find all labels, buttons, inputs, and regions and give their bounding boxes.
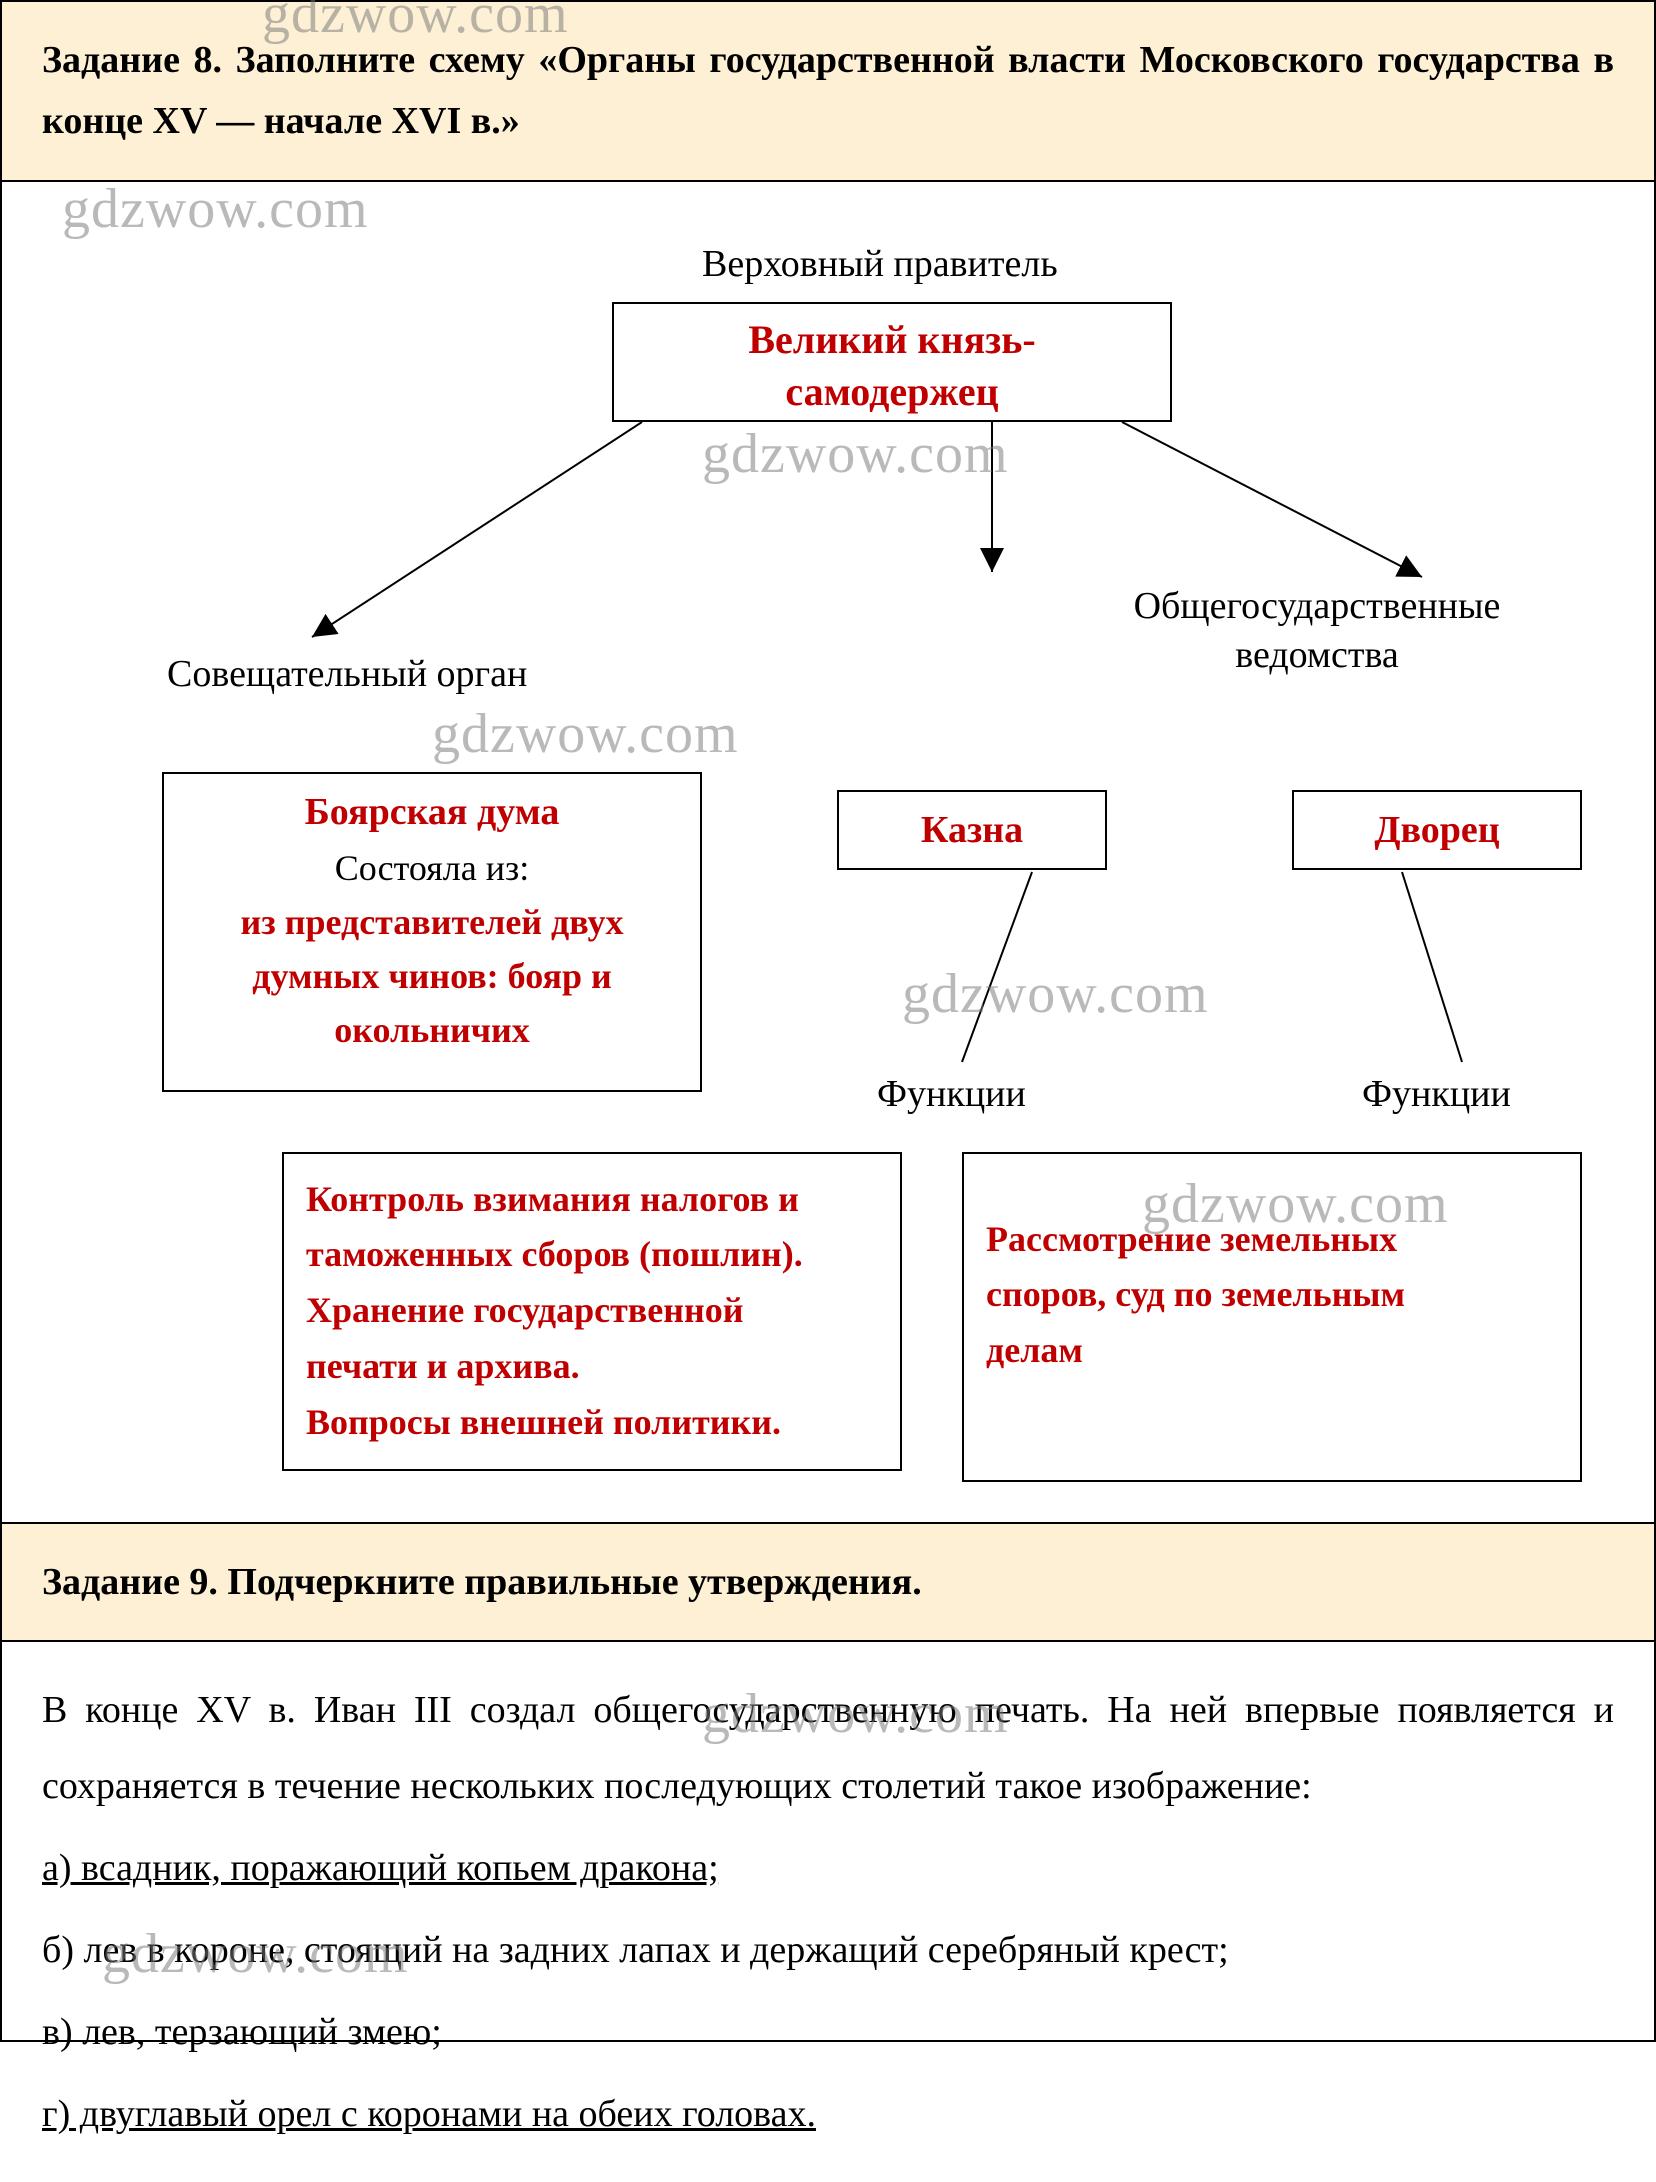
task9-option: б) лев в короне, стоящий на задних лапах… <box>42 1912 1614 1988</box>
dvorets-fn1: Рассмотрение земельных <box>986 1212 1558 1268</box>
kazna-fn4: печати и архива. <box>306 1339 878 1395</box>
task9-option-text: г) двуглавый орел с коронами на обеих го… <box>42 2093 816 2135</box>
dvorets-box: Дворец <box>1292 790 1582 870</box>
page: Задание 8. Заполните схему «Органы госуд… <box>0 0 1656 2042</box>
task9-option: в) лев, терзающий змею; <box>42 1994 1614 2070</box>
funcs-label-right: Функции <box>1362 1072 1511 1116</box>
funcs-label-left: Функции <box>877 1072 1026 1116</box>
task9-options: а) всадник, поражающий копьем дракона; б)… <box>42 1830 1614 2152</box>
kazna-fn2: таможенных сборов (пошлин). <box>306 1227 878 1283</box>
task9-option-text: а) всадник, поражающий копьем дракона; <box>42 1847 719 1889</box>
departments-label: Общегосударственные ведомства <box>1057 582 1577 681</box>
advisory-label: Совещательный орган <box>167 652 527 696</box>
ruler-box: Великий князь- самодержец <box>612 302 1172 422</box>
departments-label-l1: Общегосударственные <box>1134 585 1501 627</box>
kazna-fn3: Хранение государственной <box>306 1283 878 1339</box>
dvorets-text: Дворец <box>1374 809 1499 851</box>
top-label: Верховный правитель <box>702 242 1058 286</box>
dvorets-functions-box: Рассмотрение земельных споров, суд по зе… <box>962 1152 1582 1482</box>
ruler-line2: самодержец <box>626 366 1158 418</box>
dvorets-fn2: споров, суд по земельным <box>986 1267 1558 1323</box>
kazna-fn5: Вопросы внешней политики. <box>306 1395 878 1451</box>
duma-box: Боярская дума Состояла из: из представит… <box>162 772 702 1092</box>
duma-ans1: из представителей двух <box>176 895 688 949</box>
duma-sub: Состояла из: <box>176 841 688 895</box>
kazna-text: Казна <box>921 809 1023 851</box>
kazna-box: Казна <box>837 790 1107 870</box>
task8-header-text: Задание 8. Заполните схему «Органы госуд… <box>42 39 1614 142</box>
task8-header: Задание 8. Заполните схему «Органы госуд… <box>2 2 1654 182</box>
task9-option-text: в) лев, терзающий змею; <box>42 2011 442 2053</box>
task9-option: а) всадник, поражающий копьем дракона; <box>42 1830 1614 1906</box>
spacer <box>986 1172 1558 1212</box>
kazna-functions-box: Контроль взимания налогов и таможенных с… <box>282 1152 902 1471</box>
task9-option: г) двуглавый орел с коронами на обеих го… <box>42 2076 1614 2152</box>
duma-title: Боярская дума <box>176 784 688 841</box>
task9-header-text: Задание 9. Подчеркните правильные утверж… <box>42 1561 922 1603</box>
task9-intro: В конце XV в. Иван III создал общегосуда… <box>42 1672 1614 1824</box>
kazna-fn1: Контроль взимания налогов и <box>306 1172 878 1228</box>
diagram-area: Верховный правитель Великий князь- самод… <box>2 182 1654 1522</box>
task9-body: В конце XV в. Иван III создал общегосуда… <box>2 1642 1654 2182</box>
ruler-line1: Великий князь- <box>626 314 1158 366</box>
departments-label-l2: ведомства <box>1235 634 1399 676</box>
dvorets-fn3: делам <box>986 1323 1558 1379</box>
task9-header: Задание 9. Подчеркните правильные утверж… <box>2 1522 1654 1643</box>
task9-option-text: б) лев в короне, стоящий на задних лапах… <box>42 1929 1229 1971</box>
duma-ans2: думных чинов: бояр и <box>176 949 688 1003</box>
duma-ans3: окольничих <box>176 1003 688 1057</box>
